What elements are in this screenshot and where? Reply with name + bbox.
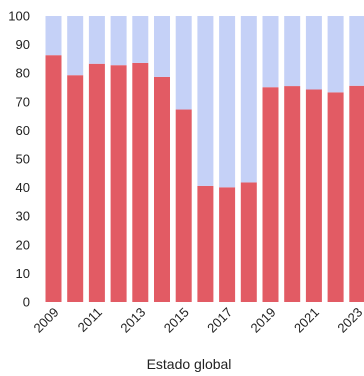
bar-2009-segment-1 xyxy=(45,55,62,302)
bar-2019-segment-2 xyxy=(262,16,279,88)
y-tick-label-0: 0 xyxy=(23,295,30,310)
y-tick-label-30: 30 xyxy=(16,209,30,224)
bar-2022-segment-1 xyxy=(327,92,344,302)
bar-2011-segment-2 xyxy=(88,16,105,64)
bar-2017-segment-1 xyxy=(219,187,236,302)
bar-2015-segment-2 xyxy=(175,16,192,110)
bar-2013-segment-2 xyxy=(132,16,149,63)
bar-2010-segment-2 xyxy=(67,16,84,76)
bar-2012-segment-2 xyxy=(110,16,127,66)
y-tick-label-40: 40 xyxy=(16,180,30,195)
bar-2009-segment-2 xyxy=(45,16,62,56)
bars-layer xyxy=(45,16,364,303)
y-tick-label-10: 10 xyxy=(16,266,30,281)
y-tick-label-80: 80 xyxy=(16,66,30,81)
bar-2014-segment-2 xyxy=(154,16,170,77)
x-tick-label-2017: 2017 xyxy=(204,305,235,336)
bar-2017-segment-2 xyxy=(219,16,236,188)
y-tick-label-90: 90 xyxy=(16,37,30,52)
bar-2018-segment-1 xyxy=(240,182,257,302)
bar-2012-segment-1 xyxy=(110,65,127,302)
bar-2020-segment-2 xyxy=(284,16,301,87)
x-tick-label-2015: 2015 xyxy=(161,305,192,336)
y-tick-label-70: 70 xyxy=(16,94,30,109)
bar-2015-segment-1 xyxy=(175,109,192,302)
x-tick-label-2013: 2013 xyxy=(117,305,148,336)
bar-2023-segment-2 xyxy=(349,16,364,86)
bar-2014-segment-1 xyxy=(154,76,170,302)
bar-2023-segment-1 xyxy=(349,85,364,302)
bar-2016-segment-2 xyxy=(197,16,214,186)
bar-2013-segment-1 xyxy=(132,62,149,303)
x-axis: 2009 2011 2013 2015 2017 2019 2021 2023 xyxy=(31,305,364,336)
bar-2016-segment-1 xyxy=(197,185,214,302)
bar-2022-segment-2 xyxy=(327,16,344,93)
bar-2021-segment-2 xyxy=(305,16,322,90)
bar-2011-segment-1 xyxy=(88,63,105,303)
x-tick-label-2009: 2009 xyxy=(31,305,62,336)
y-axis: 0 10 20 30 40 50 60 70 80 90 100 xyxy=(8,9,30,310)
x-axis-title: Estado global xyxy=(147,356,232,372)
x-tick-label-2011: 2011 xyxy=(75,305,105,335)
x-tick-label-2019: 2019 xyxy=(248,305,279,336)
bar-2019-segment-1 xyxy=(262,87,279,303)
y-tick-label-20: 20 xyxy=(16,237,30,252)
bar-2018-segment-2 xyxy=(240,16,257,183)
x-tick-label-2021: 2021 xyxy=(291,305,322,336)
x-tick-label-2023: 2023 xyxy=(334,305,364,336)
bar-2010-segment-1 xyxy=(67,75,84,303)
y-tick-label-60: 60 xyxy=(16,123,30,138)
bar-2021-segment-1 xyxy=(305,89,322,302)
y-tick-label-100: 100 xyxy=(8,9,30,24)
bar-2020-segment-1 xyxy=(284,86,301,302)
y-tick-label-50: 50 xyxy=(16,152,30,167)
